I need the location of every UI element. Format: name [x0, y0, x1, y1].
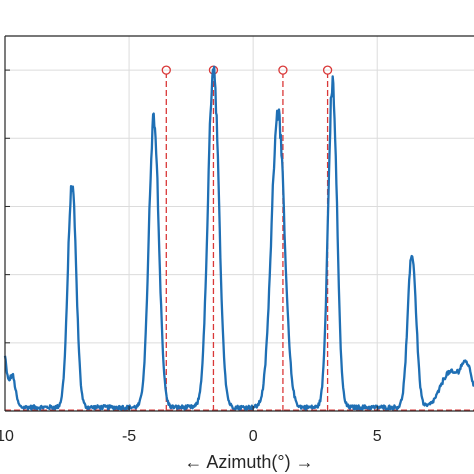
grid-lines [5, 36, 474, 411]
x-axis-label: ← Azimuth(°) → [184, 452, 313, 472]
axes [4, 35, 474, 412]
x-tick-labels: 10 -5 0 5 [0, 428, 382, 445]
x-tick-label: 10 [0, 428, 14, 445]
x-tick-label: 5 [373, 428, 382, 445]
x-tick-label: 0 [249, 428, 258, 445]
marker-point [322, 65, 333, 75]
spectrum-line [3, 65, 474, 411]
x-tick-label: -5 [122, 428, 136, 445]
marker-point [278, 65, 288, 75]
marker-point [161, 65, 171, 75]
